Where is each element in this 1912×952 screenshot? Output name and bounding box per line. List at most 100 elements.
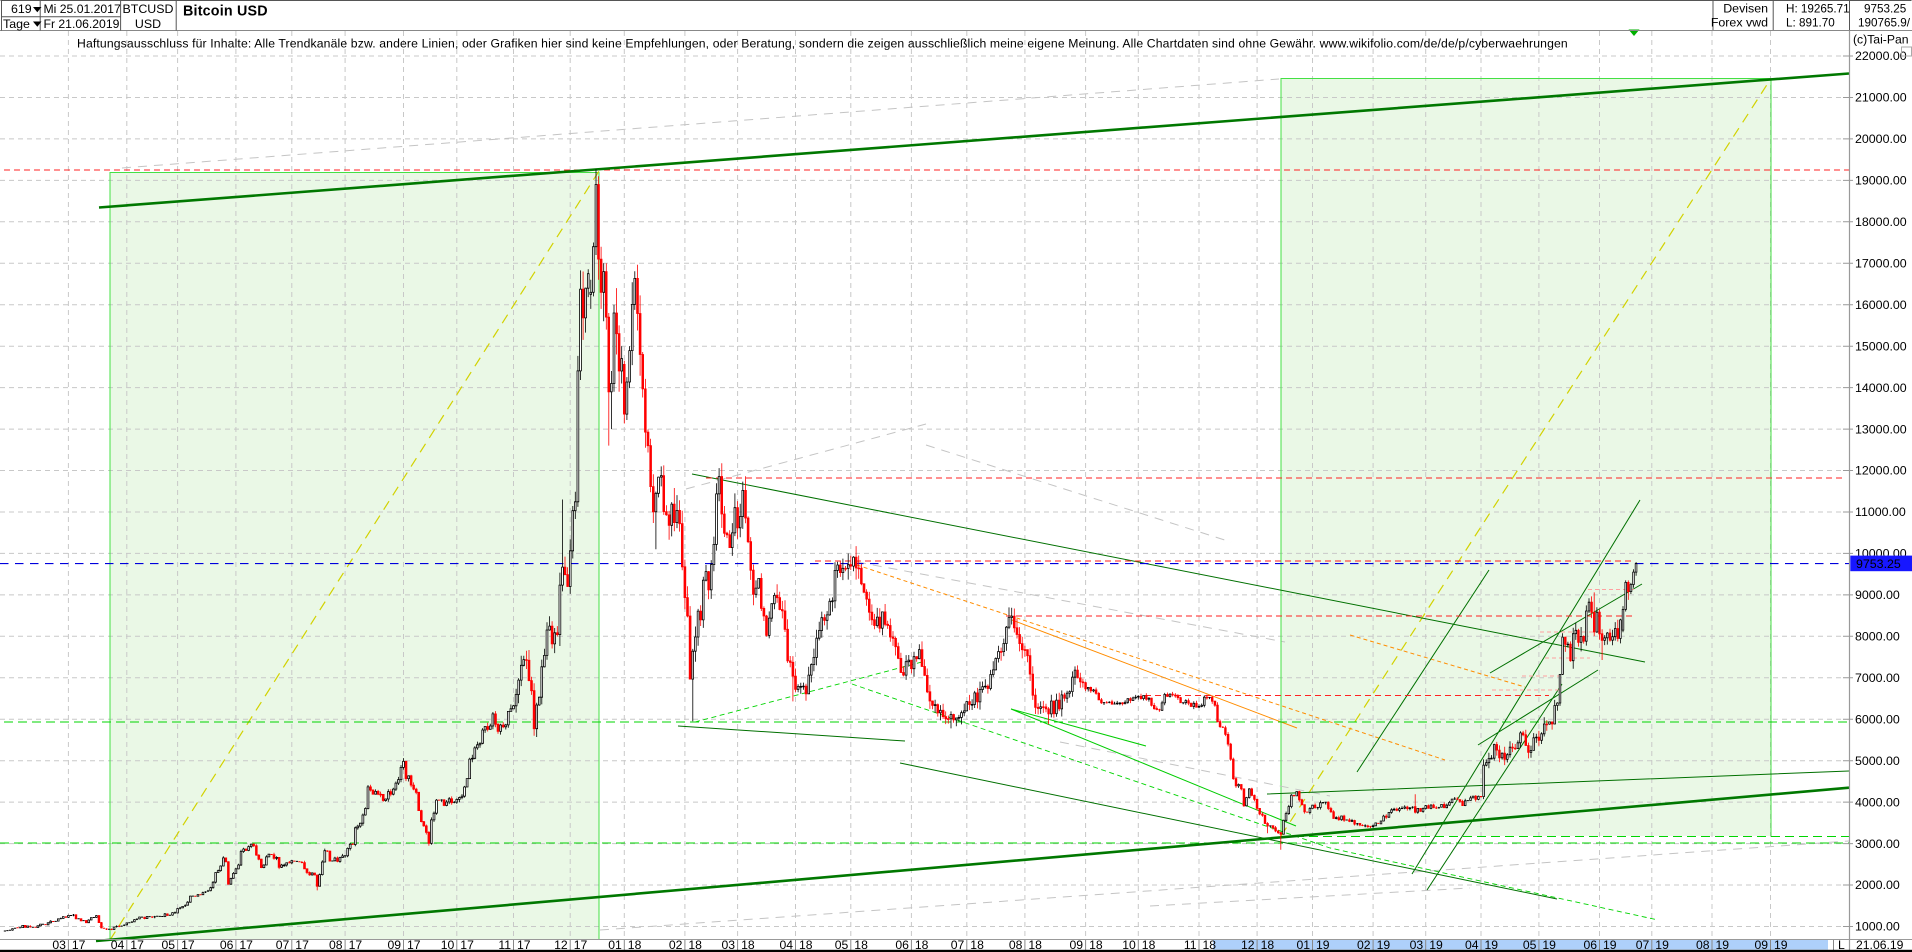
svg-text:8000.00: 8000.00	[1855, 630, 1900, 644]
svg-text:05: 05	[162, 938, 176, 952]
svg-text:18: 18	[1261, 938, 1275, 952]
svg-text:9000.00: 9000.00	[1855, 588, 1900, 602]
svg-text:17: 17	[239, 938, 253, 952]
svg-text:03: 03	[722, 938, 736, 952]
svg-text:4000.00: 4000.00	[1855, 795, 1900, 809]
svg-text:04: 04	[779, 938, 793, 952]
svg-text:16000.00: 16000.00	[1855, 298, 1907, 312]
svg-text:11: 11	[1184, 938, 1197, 952]
svg-text:17: 17	[407, 938, 421, 952]
svg-text:07: 07	[1636, 938, 1650, 952]
svg-text:08: 08	[329, 938, 343, 952]
svg-text:07: 07	[951, 938, 965, 952]
svg-text:18: 18	[1089, 938, 1103, 952]
svg-text:190765.9/: 190765.9/	[1858, 17, 1911, 30]
svg-text:10: 10	[1122, 938, 1136, 952]
svg-text:09: 09	[1070, 938, 1084, 952]
svg-text:L: 891.70: L: 891.70	[1786, 17, 1835, 30]
svg-text:01: 01	[608, 938, 622, 952]
svg-text:19: 19	[1316, 938, 1330, 952]
svg-text:09: 09	[1754, 938, 1768, 952]
svg-text:03: 03	[52, 938, 66, 952]
svg-text:04: 04	[111, 938, 125, 952]
svg-text:03: 03	[1410, 938, 1424, 952]
svg-text:9753.25: 9753.25	[1864, 3, 1907, 16]
svg-text:17: 17	[295, 938, 309, 952]
svg-text:619: 619	[11, 2, 32, 16]
svg-text:Mi 25.01.2017: Mi 25.01.2017	[44, 2, 121, 16]
svg-text:18: 18	[1142, 938, 1156, 952]
svg-text:07: 07	[276, 938, 290, 952]
svg-text:19000.00: 19000.00	[1855, 174, 1907, 188]
svg-text:BTCUSD: BTCUSD	[123, 2, 174, 16]
svg-text:19: 19	[1485, 938, 1499, 952]
svg-text:17: 17	[349, 938, 363, 952]
svg-text:09: 09	[387, 938, 401, 952]
svg-text:9753.25: 9753.25	[1856, 557, 1901, 571]
svg-text:01: 01	[1296, 938, 1310, 952]
svg-text:06: 06	[895, 938, 909, 952]
svg-text:06: 06	[220, 938, 234, 952]
svg-text:12: 12	[554, 938, 568, 952]
svg-text:18: 18	[741, 938, 755, 952]
svg-text:Bitcoin USD: Bitcoin USD	[183, 4, 268, 20]
svg-text:Fr 21.06.2019: Fr 21.06.2019	[44, 17, 120, 31]
svg-text:18: 18	[854, 938, 868, 952]
svg-text:08: 08	[1009, 938, 1023, 952]
svg-text:Haftungsausschluss für Inhalte: Haftungsausschluss für Inhalte: Alle Tre…	[77, 37, 1568, 51]
svg-text:19: 19	[1542, 938, 1556, 952]
svg-text:USD: USD	[135, 17, 161, 31]
svg-text:22000.00: 22000.00	[1855, 49, 1907, 63]
svg-text:2000.00: 2000.00	[1855, 878, 1900, 892]
svg-text:18: 18	[915, 938, 929, 952]
svg-text:19: 19	[1429, 938, 1443, 952]
svg-text:05: 05	[1523, 938, 1537, 952]
svg-text:11000.00: 11000.00	[1855, 505, 1906, 519]
svg-text:3000.00: 3000.00	[1855, 837, 1900, 851]
svg-text:13000.00: 13000.00	[1855, 422, 1907, 436]
svg-text:19: 19	[1716, 938, 1730, 952]
svg-text:20000.00: 20000.00	[1855, 132, 1907, 146]
svg-text:18: 18	[799, 938, 813, 952]
svg-text:17: 17	[130, 938, 144, 952]
svg-text:17: 17	[460, 938, 474, 952]
svg-text:12000.00: 12000.00	[1855, 464, 1907, 478]
svg-text:06: 06	[1583, 938, 1597, 952]
svg-text:04: 04	[1465, 938, 1479, 952]
svg-text:21000.00: 21000.00	[1855, 91, 1907, 105]
svg-text:17: 17	[72, 938, 86, 952]
svg-text:19: 19	[1377, 938, 1391, 952]
svg-text:19: 19	[1774, 938, 1788, 952]
svg-text:Forex vwd: Forex vwd	[1711, 16, 1768, 30]
svg-text:02: 02	[669, 938, 683, 952]
svg-text:18: 18	[688, 938, 702, 952]
svg-text:7000.00: 7000.00	[1855, 671, 1900, 685]
svg-text:18: 18	[1203, 938, 1217, 952]
svg-text:(c)Tai-Pan: (c)Tai-Pan	[1853, 33, 1909, 47]
svg-text:15000.00: 15000.00	[1855, 339, 1907, 353]
svg-text:Tage: Tage	[3, 17, 30, 31]
svg-text:11: 11	[498, 938, 511, 952]
svg-text:05: 05	[835, 938, 849, 952]
svg-text:21.06.19: 21.06.19	[1856, 938, 1904, 952]
svg-text:6000.00: 6000.00	[1855, 712, 1900, 726]
svg-text:Devisen: Devisen	[1723, 2, 1768, 16]
svg-text:17000.00: 17000.00	[1855, 257, 1907, 271]
svg-text:17: 17	[574, 938, 588, 952]
svg-text:18: 18	[1028, 938, 1042, 952]
svg-text:10: 10	[441, 938, 455, 952]
svg-text:18: 18	[970, 938, 984, 952]
svg-text:1000.00: 1000.00	[1855, 920, 1900, 934]
svg-text:12: 12	[1241, 938, 1255, 952]
svg-text:L: L	[1838, 938, 1845, 952]
svg-text:19: 19	[1655, 938, 1669, 952]
svg-text:H: 19265.71: H: 19265.71	[1786, 3, 1850, 16]
svg-text:18000.00: 18000.00	[1855, 215, 1907, 229]
svg-text:19: 19	[1603, 938, 1617, 952]
svg-text:02: 02	[1357, 938, 1371, 952]
svg-text:08: 08	[1696, 938, 1710, 952]
svg-text:18: 18	[628, 938, 642, 952]
svg-text:17: 17	[181, 938, 195, 952]
svg-text:14000.00: 14000.00	[1855, 381, 1907, 395]
svg-text:5000.00: 5000.00	[1855, 754, 1900, 768]
